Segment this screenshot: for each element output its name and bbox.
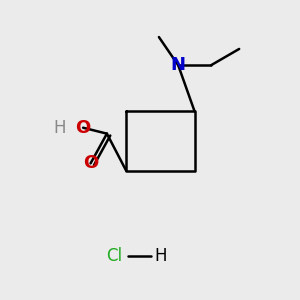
Text: O: O	[83, 154, 98, 172]
Text: Cl: Cl	[106, 247, 122, 265]
Text: N: N	[171, 56, 186, 74]
Text: O: O	[76, 119, 91, 137]
Text: H: H	[53, 119, 66, 137]
Text: H: H	[154, 247, 167, 265]
